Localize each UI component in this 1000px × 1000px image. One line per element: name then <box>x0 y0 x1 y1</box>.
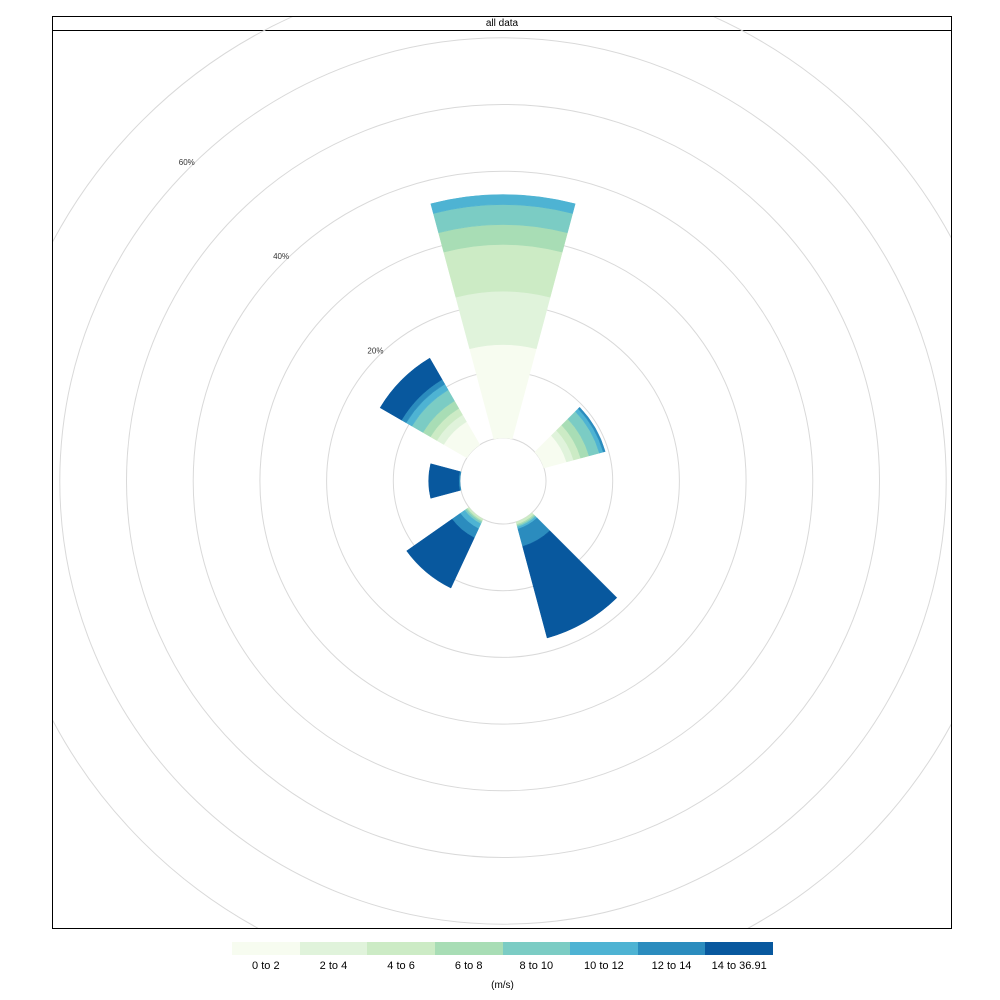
wind-sector-band <box>379 357 443 421</box>
wind-sector-band <box>522 530 618 639</box>
wind-rose-plot: 20% 40% 60% <box>53 17 951 928</box>
wind-sector-220 <box>406 506 484 589</box>
wind-sector-0 <box>430 194 576 440</box>
legend-units: (m/s) <box>491 980 514 991</box>
wind-sector-band <box>406 518 475 589</box>
legend-label: 0 to 2 <box>252 960 280 972</box>
legend-swatch <box>705 942 773 955</box>
wind-sector-270 <box>428 463 462 499</box>
legend-label: 14 to 36.91 <box>711 960 767 972</box>
wind-sector-150 <box>515 512 618 639</box>
legend-swatch <box>367 942 435 955</box>
radial-axis-label: 40% <box>273 252 289 261</box>
wind-sector-315 <box>379 357 481 459</box>
grid-ring <box>126 104 880 858</box>
legend-swatch <box>570 942 638 955</box>
radial-axis-label: 20% <box>367 346 383 355</box>
wind-sector-band <box>443 244 563 298</box>
legend-label: 10 to 12 <box>584 960 624 972</box>
wind-sector-band <box>455 291 551 350</box>
grid-ring <box>53 17 951 928</box>
legend-label: 2 to 4 <box>319 960 348 972</box>
radial-axis-label: 60% <box>179 158 195 167</box>
legend-colorbar <box>232 942 773 955</box>
wind-sector-60 <box>534 406 606 469</box>
legend-labels: 0 to 2 2 to 4 4 to 6 6 to 8 8 to 10 10 to 12 1… <box>232 960 773 972</box>
legend-swatch <box>299 942 368 955</box>
wind-sector-band <box>577 406 606 453</box>
legend-swatch <box>502 942 571 955</box>
legend-label: 4 to 6 <box>387 960 415 972</box>
legend-swatch <box>434 942 503 955</box>
wind-sector-band <box>430 194 576 214</box>
grid-ring <box>59 37 947 925</box>
legend-label: 12 to 14 <box>651 960 692 972</box>
legend-swatch <box>637 942 706 955</box>
legend-label: 6 to 8 <box>454 960 483 972</box>
legend-swatch <box>232 942 300 955</box>
wind-sector-band <box>428 463 460 499</box>
wind-sector-band <box>469 344 537 440</box>
legend-label: 8 to 10 <box>519 960 554 972</box>
chart-panel: all data 20% 40% 60% <box>52 16 952 929</box>
grid-ring-inner <box>459 437 547 525</box>
grid-ring <box>192 170 814 792</box>
panel-strip-title: all data <box>53 17 951 31</box>
